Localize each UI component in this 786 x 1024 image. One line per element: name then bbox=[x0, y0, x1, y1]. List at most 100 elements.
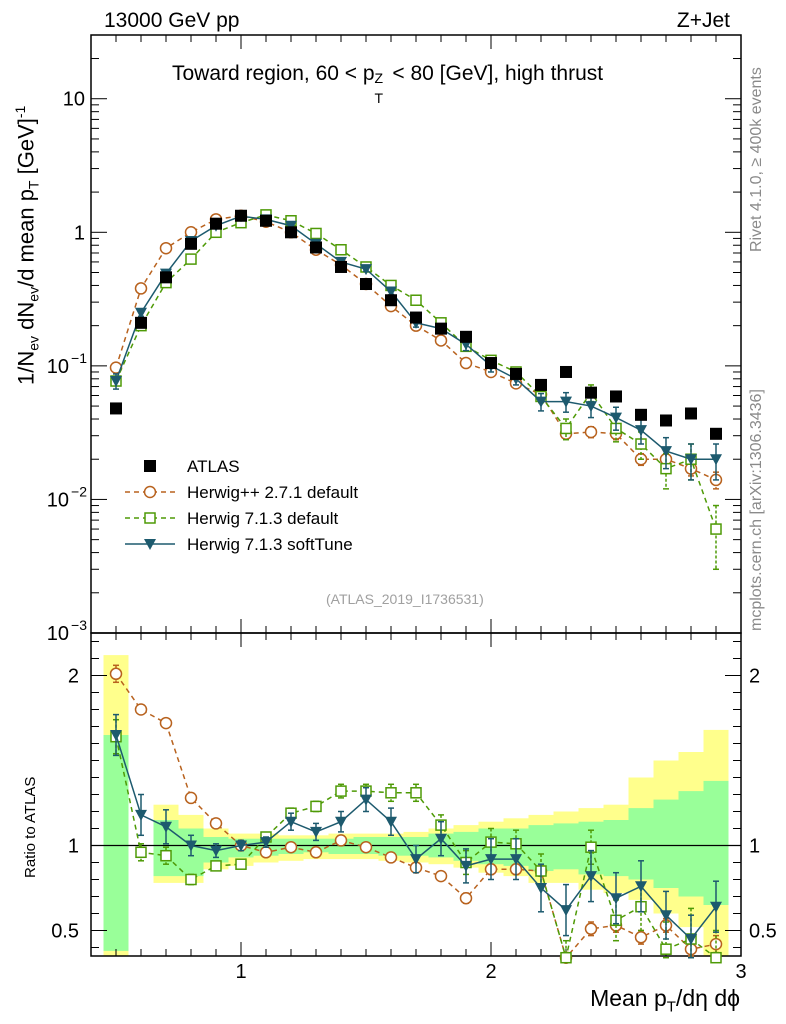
ratio-y-tick-label-right: 0.5 bbox=[749, 921, 777, 943]
ratio-herwig-713-softtune-point bbox=[535, 883, 547, 894]
atlas-point bbox=[460, 330, 472, 343]
title-sub: T bbox=[374, 90, 384, 106]
atlas-point bbox=[185, 237, 197, 250]
title-post: < 80 [GeV], high thrust bbox=[386, 62, 604, 85]
ratio-band-stat bbox=[653, 799, 679, 888]
atlas-point bbox=[360, 278, 372, 291]
ratio-y-tick-label: 2 bbox=[68, 666, 79, 688]
legend-label: Herwig 7.1.3 default bbox=[187, 509, 338, 528]
ratio-herwig-713-default-point bbox=[560, 951, 572, 964]
legend-label: ATLAS bbox=[187, 457, 240, 476]
ratio-herwig-713-softtune-point bbox=[510, 854, 522, 866]
ratio-herwigpp-271-point bbox=[159, 716, 173, 730]
herwig-713-default-line bbox=[115, 214, 717, 530]
y-tick-label: 10 bbox=[63, 89, 85, 111]
title-pre: Toward region, 60 < p bbox=[172, 62, 375, 85]
energy-label: 13000 GeV pp bbox=[104, 9, 240, 32]
ratio-herwig-713-default-point bbox=[660, 943, 672, 955]
herwig-713-softtune-point bbox=[285, 220, 297, 232]
y-tick-label: 10 bbox=[47, 623, 69, 645]
atlas-point bbox=[160, 271, 172, 284]
herwig-713-softtune-point bbox=[635, 425, 647, 437]
legend-marker bbox=[143, 485, 157, 499]
herwig-713-default-point bbox=[560, 422, 572, 435]
herwig-713-softtune-point bbox=[585, 401, 597, 413]
atlas-point bbox=[535, 378, 547, 391]
ratio-herwig-713-softtune-point bbox=[710, 901, 722, 913]
ratio-herwig-713-default-point bbox=[185, 873, 197, 886]
ratio-herwig-713-default-point bbox=[710, 951, 722, 964]
herwigpp-271-point bbox=[159, 241, 173, 255]
ratio-herwigpp-271-point bbox=[334, 834, 348, 847]
ratio-herwig-713-softtune-point bbox=[560, 905, 572, 917]
ratio-herwig-713-softtune-point bbox=[410, 854, 422, 866]
atlas-point bbox=[710, 427, 722, 440]
title-sup: Z bbox=[374, 70, 384, 86]
ratio-herwigpp-271-point bbox=[209, 817, 223, 830]
analysis-watermark: (ATLAS_2019_I1736531) bbox=[326, 591, 484, 607]
atlas-point bbox=[410, 311, 422, 324]
ratio-herwig-713-softtune-point bbox=[160, 821, 172, 833]
herwig-713-default-point bbox=[185, 253, 197, 265]
ratio-band-stat bbox=[678, 791, 704, 897]
herwig-713-softtune-line bbox=[115, 215, 716, 460]
atlas-point bbox=[260, 214, 272, 227]
herwigpp-271-point bbox=[584, 425, 598, 439]
y-tick-exponent: −1 bbox=[71, 350, 87, 366]
ratio-herwig-713-softtune-point bbox=[335, 816, 347, 828]
atlas-point bbox=[510, 367, 522, 380]
ratio-band-stat bbox=[378, 837, 404, 856]
herwigpp-271-point bbox=[434, 334, 448, 347]
atlas-point bbox=[485, 357, 497, 370]
ratio-herwigpp-271-point bbox=[384, 851, 398, 864]
ratio-band-stat bbox=[528, 825, 554, 871]
ratio-herwig-713-softtune-point bbox=[210, 845, 222, 857]
ratio-herwig-713-softtune-point bbox=[285, 816, 297, 828]
herwig-713-softtune-point bbox=[710, 454, 722, 466]
ratio-herwig-713-softtune-point bbox=[135, 809, 147, 821]
ratio-herwigpp-271-point bbox=[109, 667, 123, 681]
ratio-herwig-713-softtune-point bbox=[185, 840, 197, 852]
x-axis-label: Mean pT/dη dϕ bbox=[590, 985, 740, 1016]
ratio-y-tick-label-right: 1 bbox=[749, 836, 760, 858]
herwig-713-default-point bbox=[410, 294, 422, 306]
atlas-point bbox=[310, 241, 322, 254]
atlas-point bbox=[385, 294, 397, 307]
ratio-herwig-713-softtune-point bbox=[310, 826, 322, 838]
x-tick-label: 1 bbox=[235, 961, 246, 983]
atlas-point bbox=[110, 402, 122, 415]
y-tick-label: 10 bbox=[47, 356, 69, 378]
ratio-herwig-713-softtune-point bbox=[635, 881, 647, 893]
herwig-713-softtune-point bbox=[560, 396, 572, 408]
atlas-point bbox=[685, 407, 697, 420]
ratio-herwig-713-default-point bbox=[385, 787, 397, 799]
atlas-point bbox=[635, 408, 647, 421]
herwig-713-softtune-point bbox=[135, 307, 147, 319]
ratio-herwigpp-271-point bbox=[259, 846, 273, 859]
ratio-herwigpp-271-point bbox=[284, 840, 298, 854]
atlas-point bbox=[660, 414, 672, 427]
ratio-herwigpp-271-point bbox=[184, 791, 198, 805]
herwig-713-softtune-point bbox=[385, 286, 397, 298]
ratio-herwigpp-271-point bbox=[584, 922, 598, 936]
y-tick-label: 10 bbox=[47, 489, 69, 511]
process-label: Z+Jet bbox=[676, 9, 730, 32]
ratio-herwig-713-default-point bbox=[235, 858, 247, 870]
herwig-713-softtune-point bbox=[685, 454, 697, 466]
ratio-herwig-713-default-point bbox=[160, 849, 172, 862]
ratio-herwig-713-default-point bbox=[335, 785, 347, 797]
ratio-herwig-713-default-point bbox=[410, 787, 422, 799]
ratio-herwig-713-softtune-point bbox=[260, 837, 272, 849]
ratio-band-stat bbox=[603, 820, 629, 877]
ratio-y-tick-label: 0.5 bbox=[51, 921, 79, 943]
ratio-herwigpp-271-point bbox=[434, 869, 448, 883]
atlas-point bbox=[285, 226, 297, 239]
ratio-herwigpp-271-point bbox=[459, 891, 473, 905]
ratio-herwigpp-271-point bbox=[134, 703, 148, 716]
herwigpp-271-line bbox=[115, 214, 717, 481]
ratio-herwig-713-softtune-point bbox=[485, 854, 497, 866]
herwig-713-softtune-point bbox=[610, 412, 622, 424]
ratio-herwigpp-271-point bbox=[359, 840, 373, 854]
